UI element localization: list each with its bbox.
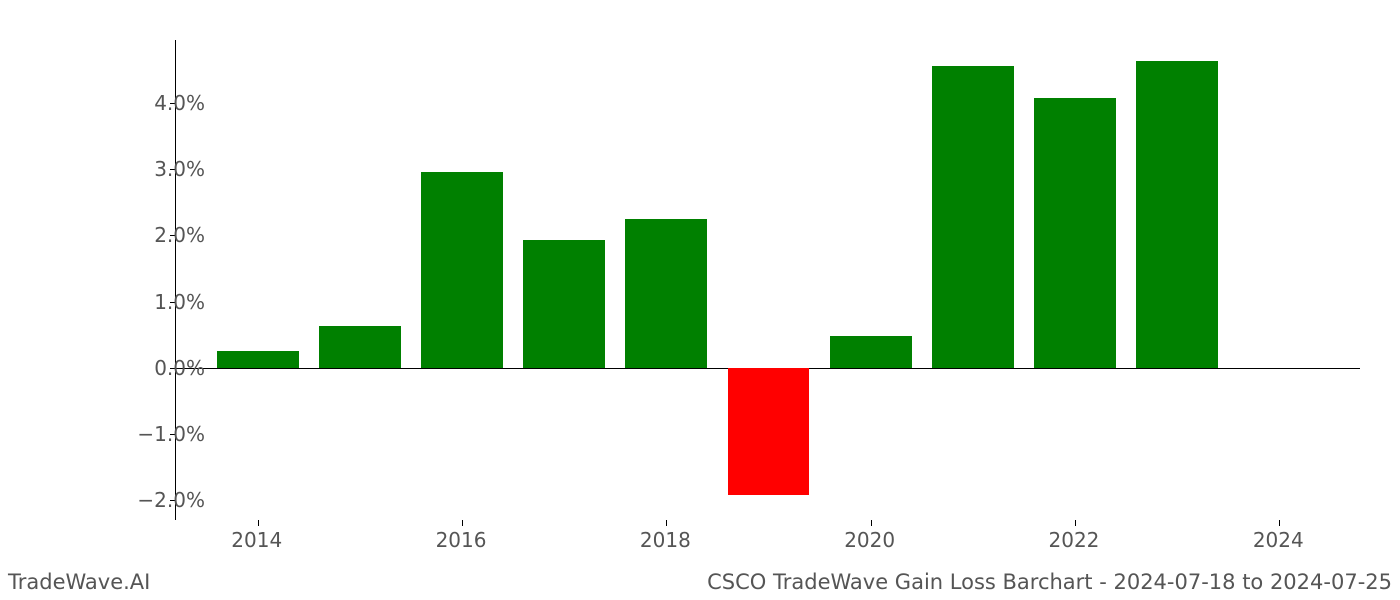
x-tick-label: 2024	[1253, 528, 1304, 552]
x-tick-mark	[1279, 520, 1280, 526]
plot-area	[175, 40, 1360, 520]
y-tick-label: 4.0%	[154, 91, 205, 115]
bar	[1136, 61, 1218, 368]
bar	[830, 336, 912, 368]
bar	[1034, 98, 1116, 368]
x-tick-mark	[258, 520, 259, 526]
y-tick-label: 1.0%	[154, 290, 205, 314]
y-tick-label: 3.0%	[154, 157, 205, 181]
y-tick-label: 2.0%	[154, 223, 205, 247]
bar	[421, 172, 503, 367]
x-tick-mark	[666, 520, 667, 526]
x-tick-label: 2014	[231, 528, 282, 552]
x-tick-mark	[871, 520, 872, 526]
x-tick-label: 2016	[436, 528, 487, 552]
bar	[932, 66, 1014, 367]
y-tick-label: −1.0%	[137, 422, 205, 446]
bar	[319, 326, 401, 368]
footer-right-text: CSCO TradeWave Gain Loss Barchart - 2024…	[707, 570, 1392, 594]
bar	[217, 351, 299, 368]
x-tick-mark	[1075, 520, 1076, 526]
footer-left-text: TradeWave.AI	[8, 570, 150, 594]
bar	[728, 368, 810, 496]
x-tick-label: 2018	[640, 528, 691, 552]
bar	[523, 240, 605, 368]
chart-container	[175, 40, 1360, 520]
y-tick-label: 0.0%	[154, 356, 205, 380]
x-tick-label: 2022	[1049, 528, 1100, 552]
x-tick-label: 2020	[844, 528, 895, 552]
y-tick-label: −2.0%	[137, 488, 205, 512]
bar	[625, 219, 707, 368]
x-tick-mark	[462, 520, 463, 526]
